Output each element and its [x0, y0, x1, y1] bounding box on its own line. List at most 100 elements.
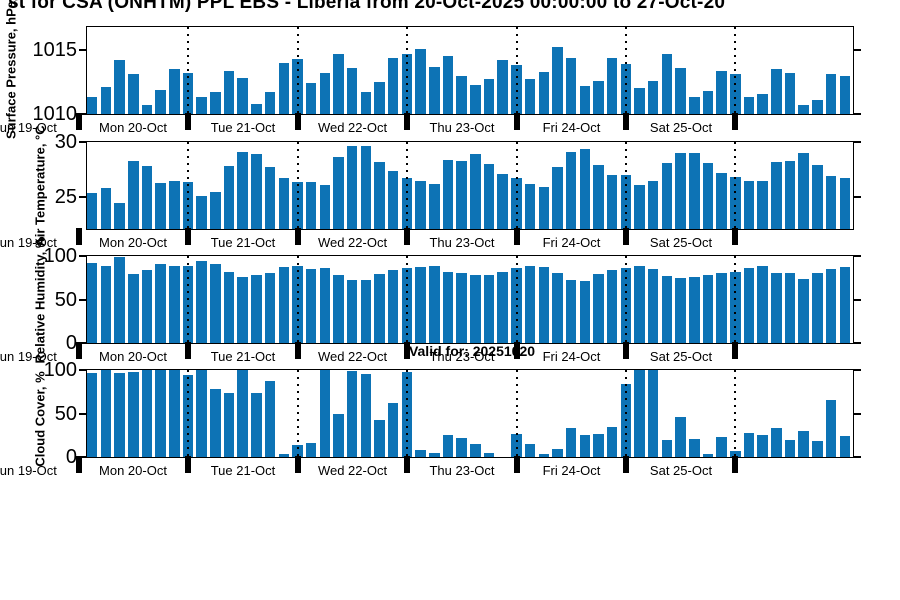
- bar: [305, 181, 317, 229]
- day-label: Sat 25-Oct: [649, 120, 713, 135]
- bar: [689, 276, 700, 343]
- bar: [647, 370, 659, 457]
- bar: [743, 432, 755, 457]
- bar: [237, 151, 248, 229]
- day-tick: [622, 456, 629, 473]
- bar: [415, 48, 426, 114]
- bar: [196, 195, 207, 229]
- bar: [825, 399, 837, 457]
- bar: [552, 167, 563, 229]
- bar: [237, 78, 248, 114]
- bar: [456, 437, 467, 457]
- bar: [593, 274, 604, 343]
- bar: [675, 67, 686, 114]
- bar: [264, 272, 276, 343]
- day-label: Sat 25-Oct: [649, 235, 713, 250]
- bar: [415, 450, 426, 457]
- bar: [415, 267, 426, 343]
- bar: [387, 170, 399, 229]
- bar: [839, 178, 851, 229]
- bar: [757, 93, 768, 114]
- bar: [702, 453, 714, 457]
- y-tick-label: 1010: [32, 103, 78, 125]
- bar: [812, 272, 823, 343]
- bar: [675, 153, 686, 229]
- bar: [702, 275, 714, 343]
- bar: [716, 437, 727, 457]
- bar: [661, 439, 673, 457]
- day-boundary-gridline: [515, 142, 518, 229]
- day-tick: [513, 456, 520, 473]
- day-boundary-gridline: [187, 256, 189, 343]
- bar: [442, 56, 454, 114]
- bar: [87, 372, 98, 457]
- y-tick-mark: [854, 369, 861, 371]
- bar: [305, 83, 317, 114]
- day-label: Wed 22-Oct: [317, 120, 388, 135]
- bar: [743, 180, 755, 229]
- day-boundary-gridline: [734, 370, 736, 457]
- bar: [374, 419, 385, 457]
- day-label: Sun 19-Oct: [0, 463, 57, 478]
- bar: [552, 273, 563, 343]
- bar: [552, 449, 563, 457]
- bar: [825, 176, 837, 229]
- day-boundary-gridline: [624, 142, 627, 229]
- day-label: Fri 24-Oct: [542, 349, 601, 364]
- valid-for-label: Valid for: 20251020: [408, 343, 536, 359]
- day-tick: [513, 113, 520, 130]
- y-tick-mark: [854, 196, 861, 199]
- bar: [524, 79, 536, 114]
- bar: [374, 274, 385, 343]
- day-boundary-gridline: [296, 256, 299, 343]
- bar: [100, 87, 112, 114]
- day-boundary-gridline: [515, 370, 518, 457]
- bar: [689, 438, 700, 457]
- bar: [210, 92, 221, 114]
- bar: [839, 267, 851, 343]
- bar: [483, 275, 495, 343]
- bar: [647, 180, 659, 229]
- y-tick-label: 30: [54, 131, 77, 153]
- bar: [333, 275, 344, 343]
- bar: [114, 60, 125, 114]
- day-tick: [622, 228, 629, 245]
- y-tick-mark: [79, 456, 86, 458]
- bar: [798, 430, 809, 457]
- bar: [757, 180, 768, 229]
- bar: [278, 453, 290, 457]
- bar: [387, 57, 399, 114]
- y-tick-mark: [79, 196, 86, 199]
- bar: [716, 272, 727, 343]
- bar: [743, 268, 755, 343]
- bar: [264, 92, 276, 114]
- chart-title: st for CSA (ONHTM) PPL EBS - Liberia fro…: [8, 0, 726, 13]
- bar: [128, 74, 139, 114]
- bar: [305, 269, 317, 343]
- day-label: Wed 22-Oct: [317, 349, 388, 364]
- bar: [442, 271, 454, 343]
- bar: [470, 275, 481, 343]
- bar: [429, 452, 440, 457]
- bar: [716, 70, 727, 114]
- day-label: Mon 20-Oct: [99, 463, 167, 478]
- day-boundary-gridline: [624, 27, 627, 114]
- bar: [675, 277, 686, 343]
- day-boundary-gridline: [734, 256, 736, 343]
- y-tick-label: 50: [54, 288, 77, 311]
- y-tick-mark: [854, 141, 861, 143]
- day-label: Sat 25-Oct: [649, 349, 713, 364]
- day-tick: [185, 228, 191, 245]
- day-tick: [622, 113, 629, 130]
- day-tick: [75, 456, 82, 473]
- bar: [346, 370, 358, 457]
- day-tick: [185, 113, 191, 130]
- y-tick-mark: [79, 113, 86, 115]
- day-label: Thu 23-Oct: [429, 463, 495, 478]
- bar: [169, 69, 180, 114]
- day-tick: [75, 113, 82, 130]
- bar: [784, 73, 796, 114]
- day-boundary-gridline: [515, 27, 518, 114]
- bar: [470, 84, 481, 114]
- y-tick-label: 25: [54, 186, 77, 209]
